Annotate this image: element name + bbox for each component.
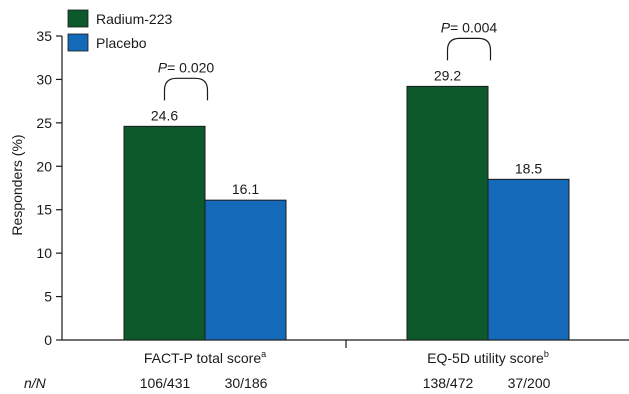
value-label-placebo-eq-5d: 18.5 — [515, 160, 542, 176]
p-value-label-fact-p: P= 0.020 — [158, 59, 215, 75]
value-label-placebo-fact-p: 16.1 — [232, 181, 259, 197]
y-tick-label: 5 — [44, 289, 52, 305]
n-over-n-placebo-fact-p: 30/186 — [225, 375, 268, 391]
value-label-radium-223-fact-p: 24.6 — [151, 107, 178, 123]
x-category-label-fact-p: FACT-P total scorea — [144, 349, 266, 366]
p-value-symbol: P — [441, 19, 451, 35]
p-value-annotation-eq-5d: P= 0.004 — [441, 19, 498, 61]
n-over-n-radium-fact-p: 106/431 — [140, 375, 191, 391]
p-value-bracket-fact-p — [163, 77, 209, 101]
legend-swatch-placebo — [67, 33, 89, 52]
y-tick-label: 35 — [36, 28, 52, 44]
bar-radium-223-fact-p — [123, 125, 206, 341]
n-over-n-placebo-eq-5d: 37/200 — [508, 375, 551, 391]
p-value-annotation-fact-p: P= 0.020 — [158, 59, 215, 101]
legend: Radium-223 Placebo — [67, 9, 172, 52]
x-category-label-eq-5d: EQ-5D utility scoreb — [427, 349, 549, 366]
p-value-bracket-eq-5d — [446, 37, 492, 61]
value-label-radium-223-eq-5d: 29.2 — [434, 67, 461, 83]
y-tick-label: 15 — [36, 202, 52, 218]
legend-swatch-radium-223 — [67, 9, 89, 28]
y-tick-label: 20 — [36, 158, 52, 174]
p-value-symbol: P — [158, 59, 168, 75]
y-tick-label: 25 — [36, 115, 52, 131]
bar-placebo-fact-p — [204, 199, 287, 341]
n-over-n-row-label: n/N — [24, 375, 47, 391]
y-tick-label: 30 — [36, 71, 52, 87]
n-over-n-radium-eq-5d: 138/472 — [423, 375, 474, 391]
y-tick-label: 0 — [44, 332, 52, 348]
y-axis-label: Responders (%) — [9, 134, 25, 235]
legend-label-placebo: Placebo — [96, 35, 147, 51]
p-value-label-eq-5d: P= 0.004 — [441, 19, 498, 35]
bar-radium-223-eq-5d — [406, 85, 489, 341]
bars: 24.6 16.1 29.2 18.5 — [123, 67, 570, 341]
legend-label-radium-223: Radium-223 — [96, 11, 172, 27]
bar-placebo-eq-5d — [487, 178, 570, 341]
y-tick-label: 10 — [36, 245, 52, 261]
y-axis-ticks: 0 5 10 15 20 25 30 35 — [36, 28, 62, 348]
